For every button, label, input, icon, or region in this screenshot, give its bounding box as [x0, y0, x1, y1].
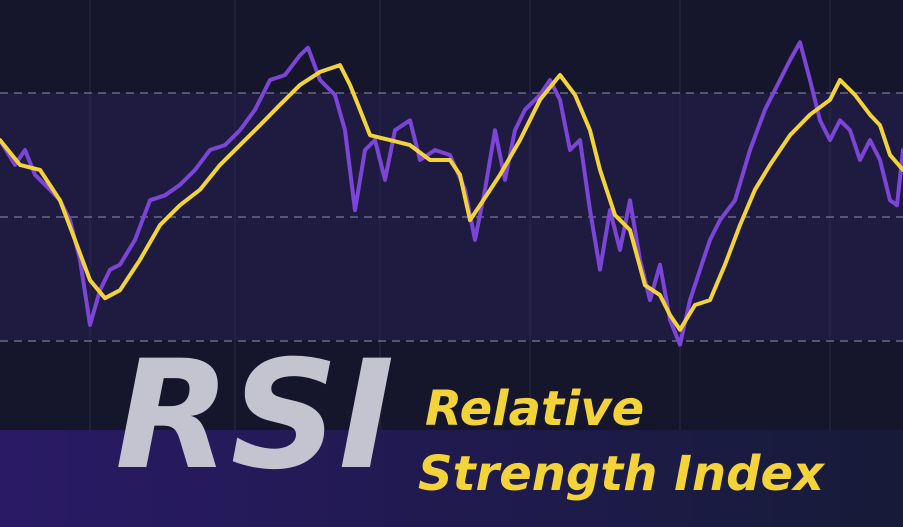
series-line [0, 40, 903, 347]
subtitle-line: Relative [425, 381, 644, 437]
vertical-grid [89, 0, 831, 430]
series-line [0, 63, 903, 332]
bottom-band [0, 430, 903, 527]
title: RSI [115, 329, 394, 503]
subtitle-line: Strength Index [418, 446, 826, 502]
